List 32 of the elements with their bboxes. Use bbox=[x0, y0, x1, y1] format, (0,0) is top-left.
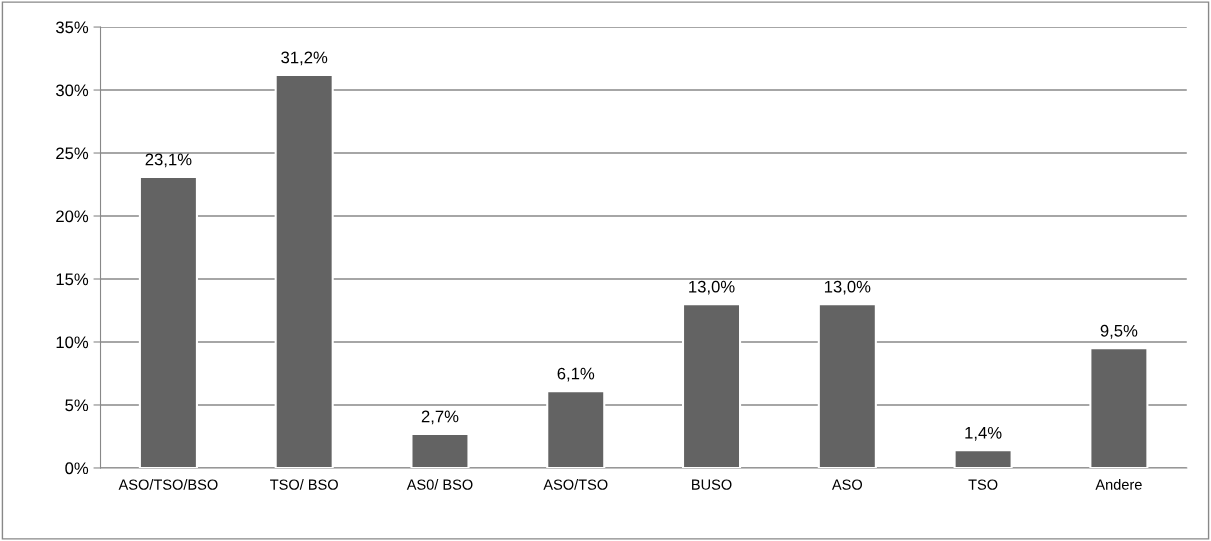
data-label: 13,0% bbox=[689, 280, 735, 295]
x-tick-label: Andere bbox=[1095, 479, 1142, 490]
bar bbox=[274, 73, 334, 468]
bar bbox=[546, 390, 606, 468]
bar bbox=[817, 303, 877, 468]
data-label: 2,7% bbox=[421, 410, 459, 425]
y-tick-label: 5% bbox=[65, 399, 89, 412]
y-tick-label: 0% bbox=[65, 462, 89, 475]
x-tick-label: AS0/ BSO bbox=[406, 479, 473, 490]
bar bbox=[953, 449, 1013, 468]
x-tick-label: TSO bbox=[968, 479, 998, 490]
data-label: 6,1% bbox=[557, 367, 595, 382]
y-tick-label: 35% bbox=[55, 21, 89, 34]
bar bbox=[410, 432, 470, 468]
y-tick-label: 30% bbox=[55, 84, 89, 97]
bar bbox=[1089, 347, 1149, 468]
data-label: 1,4% bbox=[965, 426, 1002, 441]
bar bbox=[681, 303, 742, 468]
data-label: 23,1% bbox=[145, 153, 192, 168]
data-label: 31,2% bbox=[281, 51, 328, 66]
x-tick-label: ASO/TSO bbox=[543, 479, 608, 490]
x-tick-label: BUSO bbox=[692, 479, 732, 490]
x-tick-label: ASO bbox=[831, 479, 863, 490]
y-tick-label: 20% bbox=[56, 210, 89, 223]
y-tick-label: 25% bbox=[56, 147, 89, 160]
bar bbox=[138, 175, 198, 468]
x-tick-label: TSO/ BSO bbox=[270, 479, 338, 490]
data-label: 9,5% bbox=[1100, 324, 1138, 339]
x-tick-label: ASO/TSO/BSO bbox=[118, 479, 218, 490]
data-label: 13,0% bbox=[824, 280, 871, 295]
y-tick-label: 15% bbox=[56, 273, 89, 286]
y-tick-label: 10% bbox=[56, 336, 89, 349]
